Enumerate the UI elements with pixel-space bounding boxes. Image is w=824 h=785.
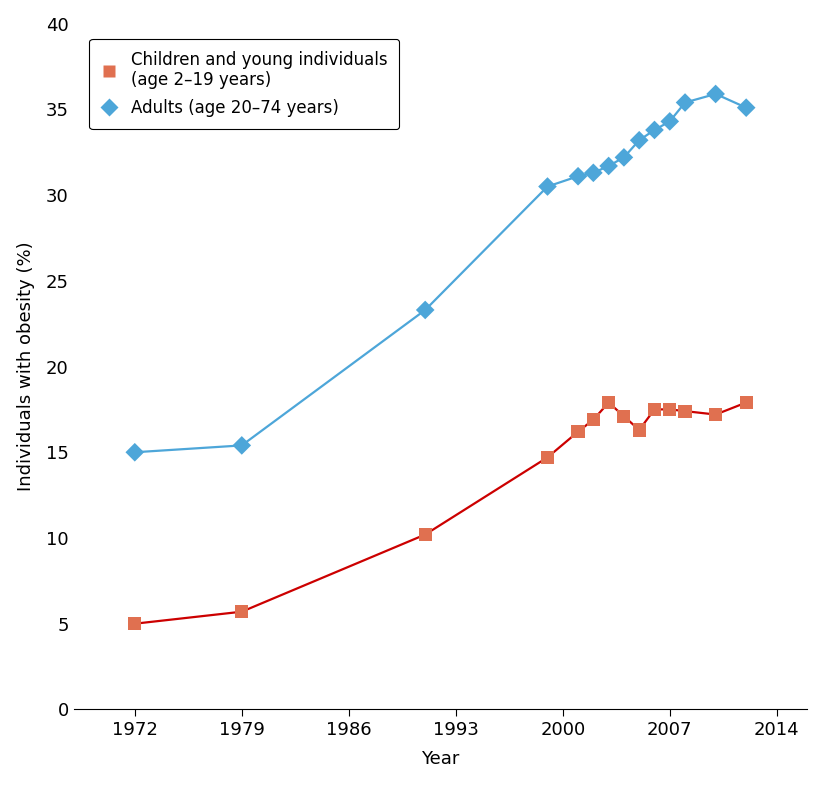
Point <box>740 396 753 409</box>
Point <box>709 408 722 421</box>
Point <box>617 151 630 163</box>
Point <box>709 88 722 100</box>
Point <box>663 115 677 128</box>
Point <box>633 424 646 436</box>
Point <box>541 451 554 464</box>
Point <box>678 97 691 109</box>
Point <box>129 618 142 630</box>
Point <box>678 405 691 418</box>
Point <box>235 605 248 618</box>
Point <box>419 304 432 316</box>
X-axis label: Year: Year <box>421 750 460 769</box>
Y-axis label: Individuals with obesity (%): Individuals with obesity (%) <box>16 242 35 491</box>
Point <box>587 414 600 426</box>
Point <box>602 396 616 409</box>
Legend: Children and young individuals
(age 2–19 years), Adults (age 20–74 years): Children and young individuals (age 2–19… <box>89 39 400 129</box>
Point <box>235 439 248 451</box>
Point <box>617 410 630 422</box>
Point <box>587 166 600 179</box>
Point <box>572 170 585 183</box>
Point <box>419 528 432 541</box>
Point <box>648 403 661 416</box>
Point <box>129 446 142 458</box>
Point <box>572 425 585 438</box>
Point <box>663 403 677 416</box>
Point <box>740 101 753 114</box>
Point <box>602 159 616 172</box>
Point <box>648 124 661 137</box>
Point <box>541 181 554 193</box>
Point <box>633 134 646 147</box>
